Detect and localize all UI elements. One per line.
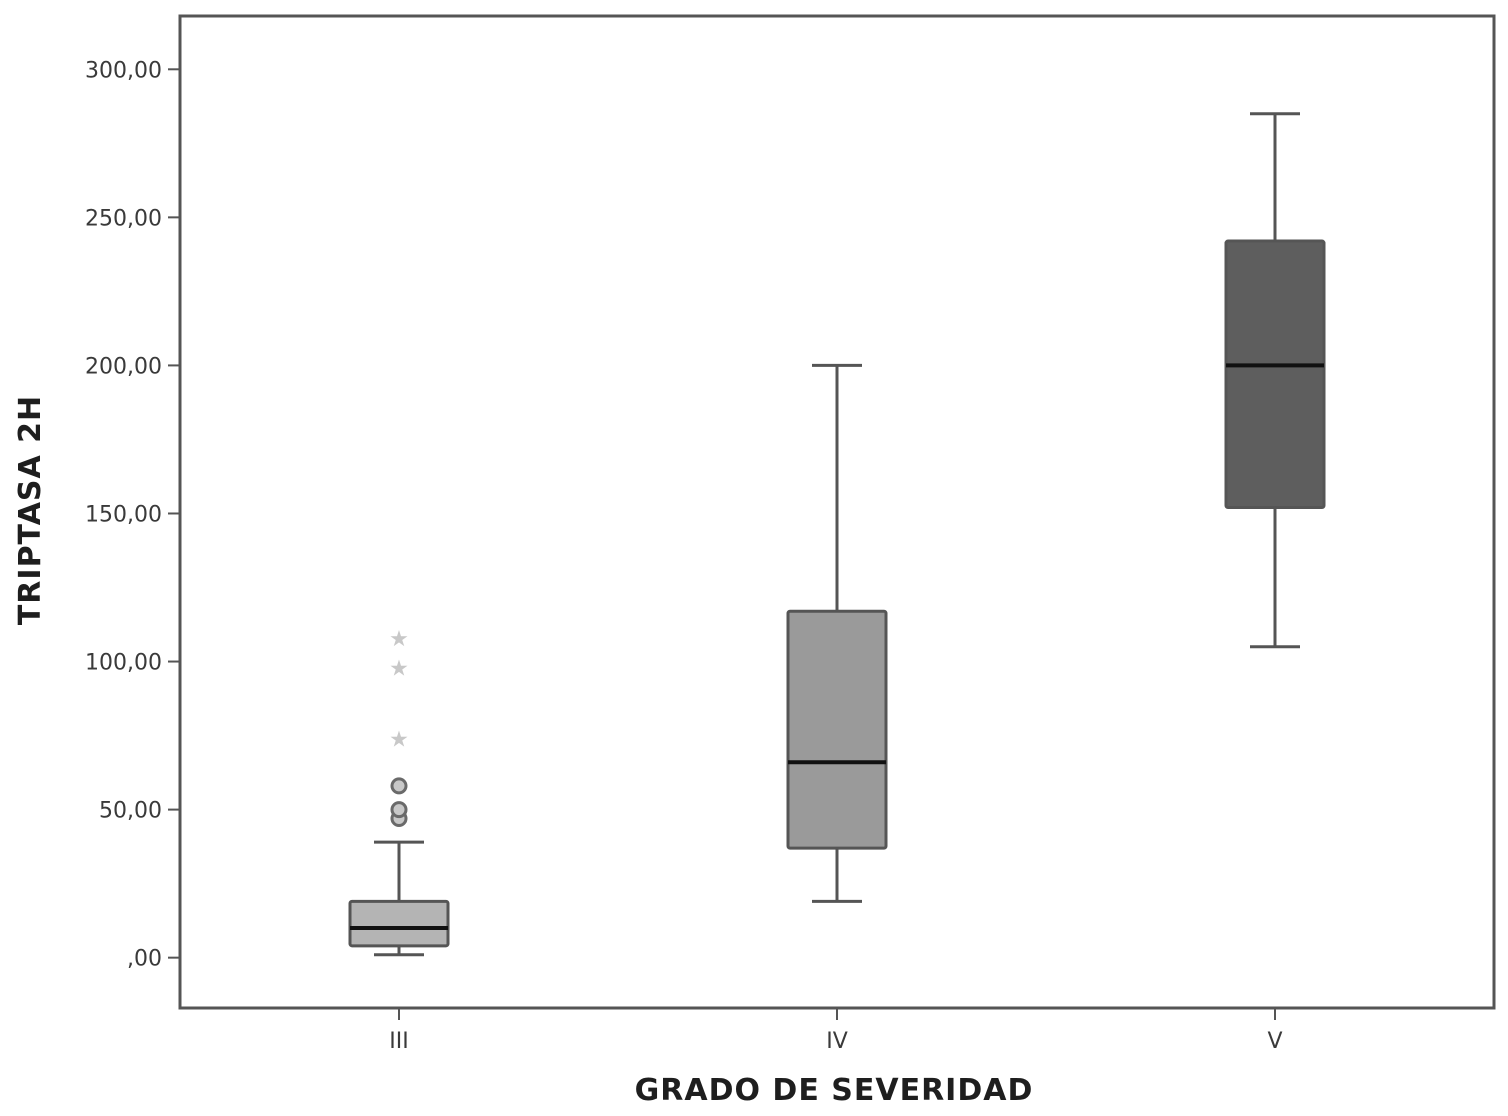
x-tick-label: V [1267,1029,1282,1054]
y-axis: ,00 50,00 100,00 150,00 200,00 250,00 300,00 [85,58,180,972]
box-group-v [1224,112,1326,649]
y-axis-title: TRIPTASA 2H [13,395,48,625]
box-iqr [1224,239,1326,510]
boxes-layer: ★ ★ ★ [348,112,1326,957]
y-tick-label: 150,00 [85,502,162,527]
extreme-point: ★ [389,728,409,753]
y-tick-label: ,00 [127,947,162,972]
outlier-point [390,801,408,819]
outlier-point [390,777,408,795]
box-iqr [786,609,888,850]
y-tick-label: 200,00 [85,354,162,379]
box-group-iv [786,363,888,903]
y-tick-label: 50,00 [99,799,162,824]
box-group-iii: ★ ★ ★ [348,627,450,957]
box-iqr [348,899,450,948]
x-tick-label: III [389,1029,408,1054]
extreme-point: ★ [389,656,409,681]
y-tick-label: 100,00 [85,651,162,676]
y-tick-label: 250,00 [85,206,162,231]
x-tick-label: IV [826,1029,848,1054]
y-tick-label: 300,00 [85,58,162,83]
x-axis: III IV V [389,1008,1283,1054]
extreme-point: ★ [389,627,409,652]
x-axis-title: GRADO DE SEVERIDAD [635,1073,1034,1108]
